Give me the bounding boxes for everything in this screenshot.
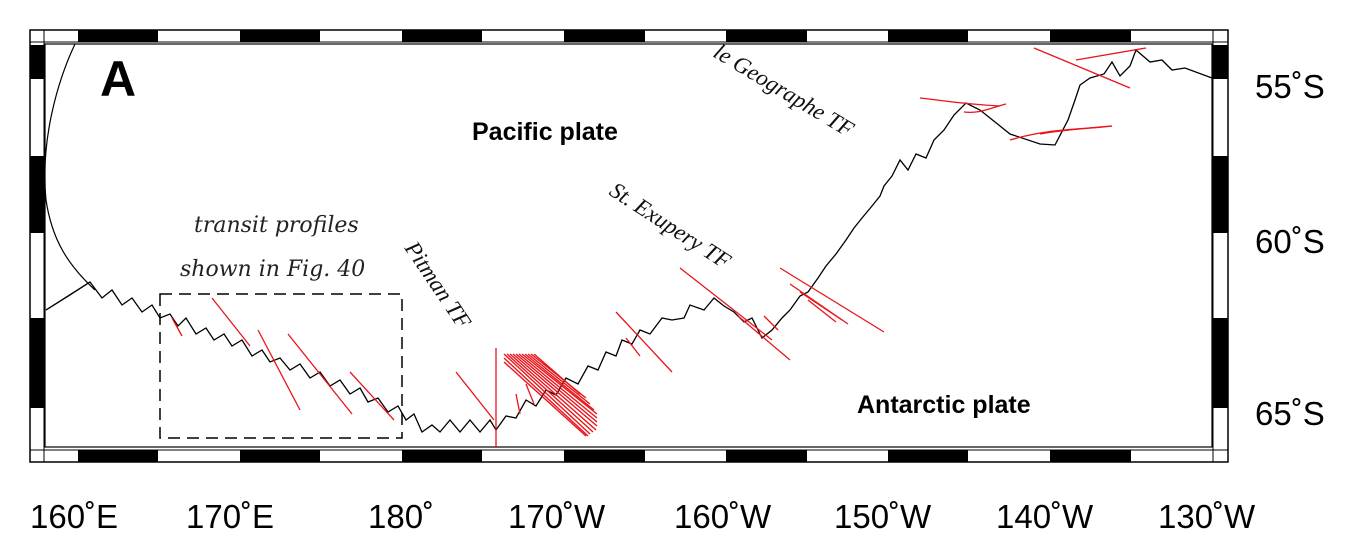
profile-lines bbox=[171, 47, 1147, 448]
inset-caption-line2: shown in Fig. 40 bbox=[180, 257, 365, 282]
antarctic-plate-label: Antarctic plate bbox=[857, 391, 1031, 419]
lon-label-160w: 160˚W bbox=[674, 498, 772, 535]
lon-label-140w: 140˚W bbox=[996, 498, 1094, 535]
inset-box bbox=[159, 293, 403, 439]
inset-caption-line1: transit profiles bbox=[194, 213, 359, 238]
ridge-axis bbox=[45, 48, 1213, 434]
lat-label-65s: 65˚S bbox=[1255, 395, 1325, 432]
coastline bbox=[44, 43, 96, 291]
lon-label-170w: 170˚W bbox=[508, 498, 606, 535]
profile-cluster bbox=[503, 353, 598, 437]
panel-label: A bbox=[100, 51, 136, 107]
lon-label-170e: 170˚E bbox=[186, 498, 274, 535]
lat-label-60s: 60˚S bbox=[1255, 223, 1325, 260]
lat-label-55s: 55˚S bbox=[1255, 68, 1325, 105]
lon-label-160e: 160˚E bbox=[30, 498, 118, 535]
lon-label-180: 180˚ bbox=[368, 498, 434, 535]
map-frame bbox=[29, 29, 1229, 463]
lon-label-130w: 130˚W bbox=[1158, 498, 1256, 535]
pacific-plate-label: Pacific plate bbox=[472, 118, 618, 146]
lon-label-150w: 150˚W bbox=[834, 498, 932, 535]
